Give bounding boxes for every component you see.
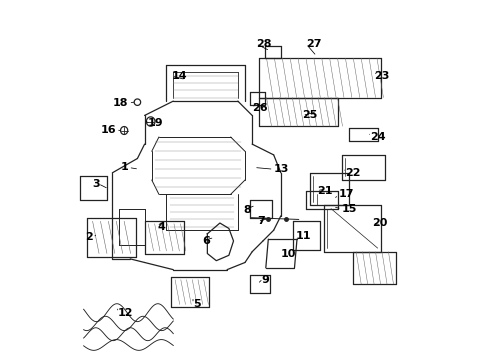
Text: 7: 7 (258, 216, 265, 226)
Text: 21: 21 (317, 186, 332, 196)
Text: 9: 9 (261, 275, 269, 285)
Text: 24: 24 (370, 132, 386, 142)
Text: 28: 28 (256, 39, 271, 49)
Text: 11: 11 (295, 231, 311, 240)
Text: 25: 25 (302, 111, 318, 121)
Text: 23: 23 (374, 71, 390, 81)
Text: 6: 6 (202, 236, 210, 246)
Text: 26: 26 (252, 103, 268, 113)
Text: 18: 18 (113, 98, 128, 108)
Text: 27: 27 (306, 39, 321, 49)
Text: 13: 13 (274, 164, 289, 174)
Text: 22: 22 (345, 168, 361, 178)
Text: 2: 2 (85, 232, 93, 242)
Text: 19: 19 (148, 118, 164, 128)
Text: 15: 15 (342, 204, 357, 214)
Text: 4: 4 (157, 222, 165, 231)
Text: 12: 12 (118, 308, 133, 318)
Text: 20: 20 (372, 218, 388, 228)
Text: 10: 10 (281, 248, 296, 258)
Text: 17: 17 (338, 189, 354, 199)
Text: 5: 5 (193, 299, 200, 309)
Text: 14: 14 (172, 71, 187, 81)
Text: 16: 16 (100, 125, 116, 135)
Text: 8: 8 (243, 206, 251, 216)
Text: 1: 1 (121, 162, 128, 172)
Text: 3: 3 (92, 179, 100, 189)
